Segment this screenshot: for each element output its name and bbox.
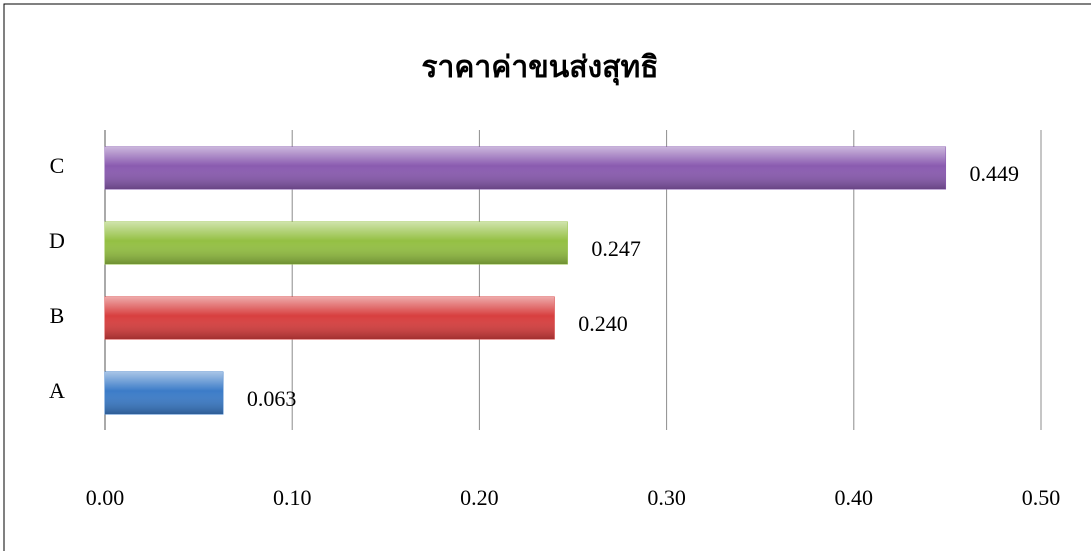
bar: [104, 296, 555, 340]
y-tick-label: C: [50, 153, 65, 178]
value-label: 0.240: [578, 311, 628, 336]
y-tick-label: D: [49, 228, 65, 253]
y-tick-label: B: [50, 303, 65, 328]
x-tick-label: 0.30: [647, 485, 686, 510]
y-tick-label: A: [49, 378, 65, 403]
x-tick-label: 0.20: [460, 485, 499, 510]
bar: [104, 371, 224, 415]
chart-border: [3, 3, 1091, 556]
chart-title: ราคาค่าขนส่งสุทธิ: [421, 51, 658, 86]
bar: [104, 146, 947, 190]
x-tick-label: 0.00: [86, 485, 125, 510]
x-tick-label: 0.40: [835, 485, 874, 510]
value-label: 0.063: [247, 386, 297, 411]
value-label: 0.247: [591, 236, 641, 261]
bar: [104, 221, 568, 265]
value-label: 0.449: [970, 161, 1020, 186]
x-tick-label: 0.50: [1022, 485, 1061, 510]
x-tick-label: 0.10: [273, 485, 312, 510]
